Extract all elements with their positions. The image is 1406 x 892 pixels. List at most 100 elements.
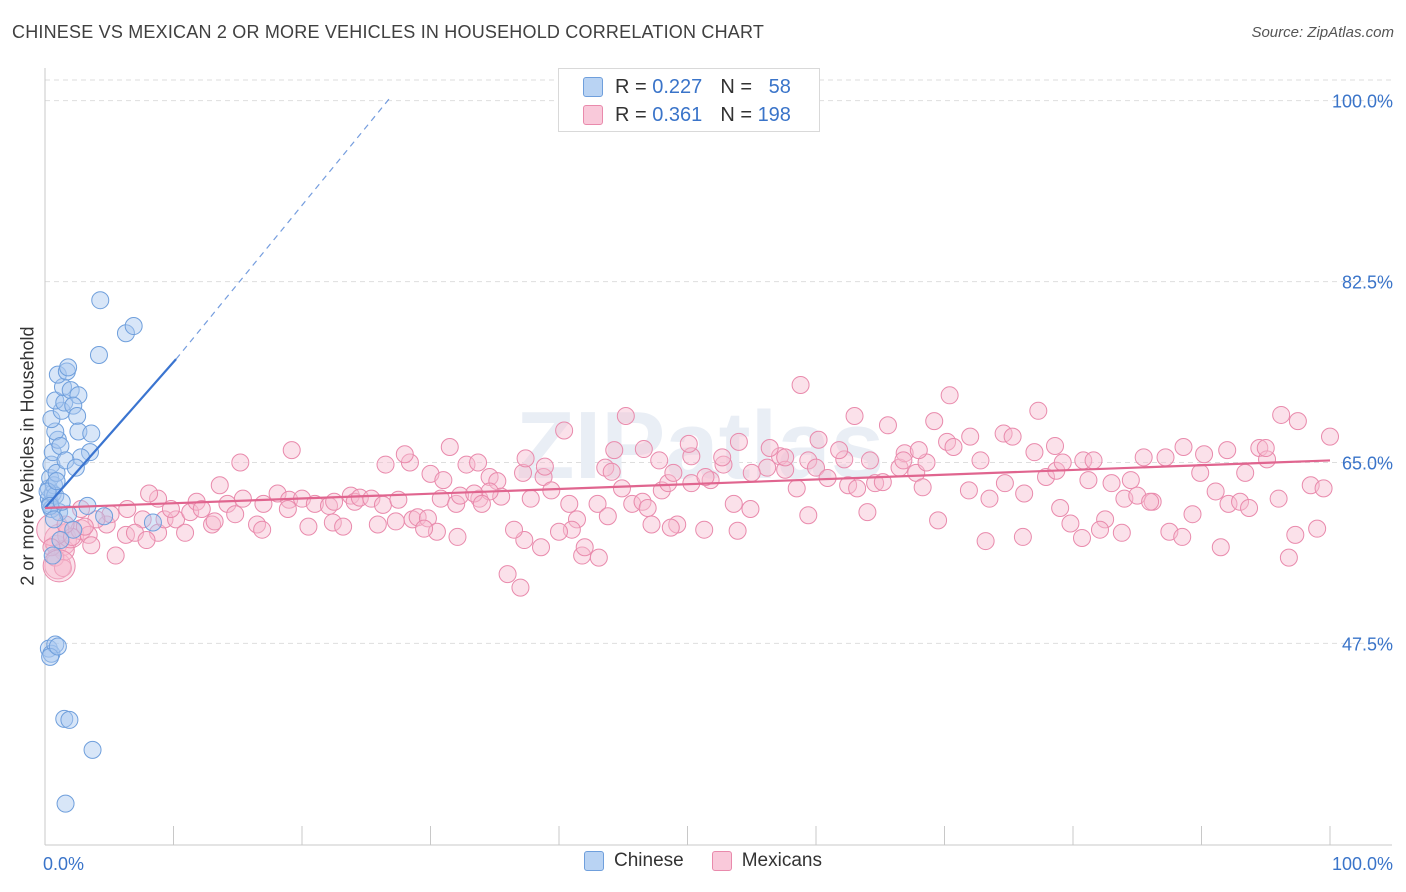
legend-n-value-mexicans: 198 xyxy=(757,103,791,126)
mexican-point xyxy=(1061,514,1080,533)
legend-r-label: R = xyxy=(615,103,647,126)
y-tick-label: 47.5% xyxy=(1342,634,1393,654)
mexican-point xyxy=(203,515,222,534)
mexican-point xyxy=(470,489,489,508)
x-tick-label: 0.0% xyxy=(43,854,84,874)
chinese-point xyxy=(59,358,78,377)
legend-row-mexicans: R = 0.361 N = 198 xyxy=(559,101,791,129)
chart-title: CHINESE VS MEXICAN 2 OR MORE VEHICLES IN… xyxy=(12,22,765,42)
chinese-point xyxy=(41,647,60,666)
mexican-point xyxy=(661,518,680,537)
chinese-point xyxy=(83,740,102,759)
legend-n-value-chinese: 58 xyxy=(768,75,791,98)
mexican-point xyxy=(373,495,392,514)
mexican-point xyxy=(440,437,459,456)
mexican-point xyxy=(1025,443,1044,462)
chinese-point xyxy=(124,317,143,336)
chinese-point xyxy=(43,546,62,565)
mexican-point xyxy=(713,448,732,467)
mexican-point xyxy=(82,536,101,555)
mexican-point xyxy=(791,375,810,394)
mexican-point xyxy=(498,565,517,584)
mexican-point xyxy=(724,494,743,513)
chinese-swatch xyxy=(583,77,603,97)
mexican-point xyxy=(776,460,795,479)
mexican-point xyxy=(1174,437,1193,456)
mexican-point xyxy=(492,487,511,506)
mexican-point xyxy=(161,500,180,519)
mexican-point xyxy=(451,486,470,505)
mexican-point xyxy=(959,481,978,500)
mexican-point xyxy=(1321,427,1339,446)
mexican-point xyxy=(1112,523,1131,542)
chinese-point xyxy=(82,424,101,443)
legend-n-label: N = xyxy=(720,103,752,126)
chinese-series xyxy=(38,291,162,813)
legend-r-value-chinese: 0.227 xyxy=(652,75,703,98)
chinese-point xyxy=(41,496,60,515)
mexican-point xyxy=(1195,445,1214,464)
chinese-legend-swatch xyxy=(584,851,605,871)
mexican-point xyxy=(830,441,849,460)
mexican-point xyxy=(305,494,324,513)
mexican-point xyxy=(612,479,631,498)
mexican-point xyxy=(1218,441,1237,460)
legend-item-mexicans: Mexicans xyxy=(711,850,822,872)
mexican-point xyxy=(809,430,828,449)
mexican-point xyxy=(1051,498,1070,517)
legend-label-chinese: Chinese xyxy=(614,850,684,871)
mexican-point xyxy=(866,474,885,493)
mexican-point xyxy=(488,472,507,491)
chinese-point xyxy=(66,458,85,477)
mexican-point xyxy=(940,386,959,405)
mexican-point xyxy=(1308,519,1327,538)
mexican-point xyxy=(75,517,94,536)
mexican-point xyxy=(133,510,152,529)
mexicans-swatch xyxy=(583,105,603,125)
mexican-point xyxy=(282,441,301,460)
mexican-point xyxy=(1102,474,1121,493)
y-tick-label: 82.5% xyxy=(1342,273,1393,293)
chinese-point xyxy=(51,531,70,550)
mexican-point xyxy=(714,455,733,474)
chinese-point xyxy=(95,507,114,526)
mexican-point xyxy=(1015,484,1034,503)
trend-lines xyxy=(44,95,1331,510)
mexican-point xyxy=(53,558,72,577)
mexican-point xyxy=(894,451,913,470)
mexican-trend-line xyxy=(44,459,1331,510)
mexican-point xyxy=(167,510,186,529)
mexican-point xyxy=(560,494,579,513)
mexican-point xyxy=(415,519,434,538)
x-tick-label: 100.0% xyxy=(1332,854,1393,874)
legend-label-mexicans: Mexicans xyxy=(741,850,822,871)
mexican-point xyxy=(253,520,272,539)
mexican-point xyxy=(535,457,554,476)
mexican-point xyxy=(205,512,224,531)
chinese-point xyxy=(48,637,67,656)
legend-n-label: N = xyxy=(720,75,752,98)
mexican-point xyxy=(469,453,488,472)
mexican-point xyxy=(729,432,748,451)
mexican-point xyxy=(1046,436,1065,455)
mexican-point xyxy=(695,520,714,539)
chinese-point xyxy=(56,451,75,470)
legend-r-value-mexicans: 0.361 xyxy=(652,103,703,126)
mexican-point xyxy=(616,406,635,425)
y-axis-label: 2 or more Vehicles in Household xyxy=(17,326,38,586)
chinese-point xyxy=(38,482,57,501)
chinese-trend-extension xyxy=(175,95,393,360)
mexican-point xyxy=(642,515,661,534)
chinese-point xyxy=(44,510,63,529)
mexican-point xyxy=(1240,498,1259,517)
mexican-point xyxy=(1272,405,1291,424)
mexican-point xyxy=(858,503,877,522)
mexican-point xyxy=(362,489,381,508)
mexican-point xyxy=(929,511,948,530)
mexican-point xyxy=(1084,451,1103,470)
y-tick-label: 65.0% xyxy=(1342,454,1393,474)
mexican-point xyxy=(254,494,273,513)
legend-row-chinese: R = 0.227 N = 58 xyxy=(559,73,791,101)
mexican-point xyxy=(760,439,779,458)
chinese-point xyxy=(51,436,70,455)
